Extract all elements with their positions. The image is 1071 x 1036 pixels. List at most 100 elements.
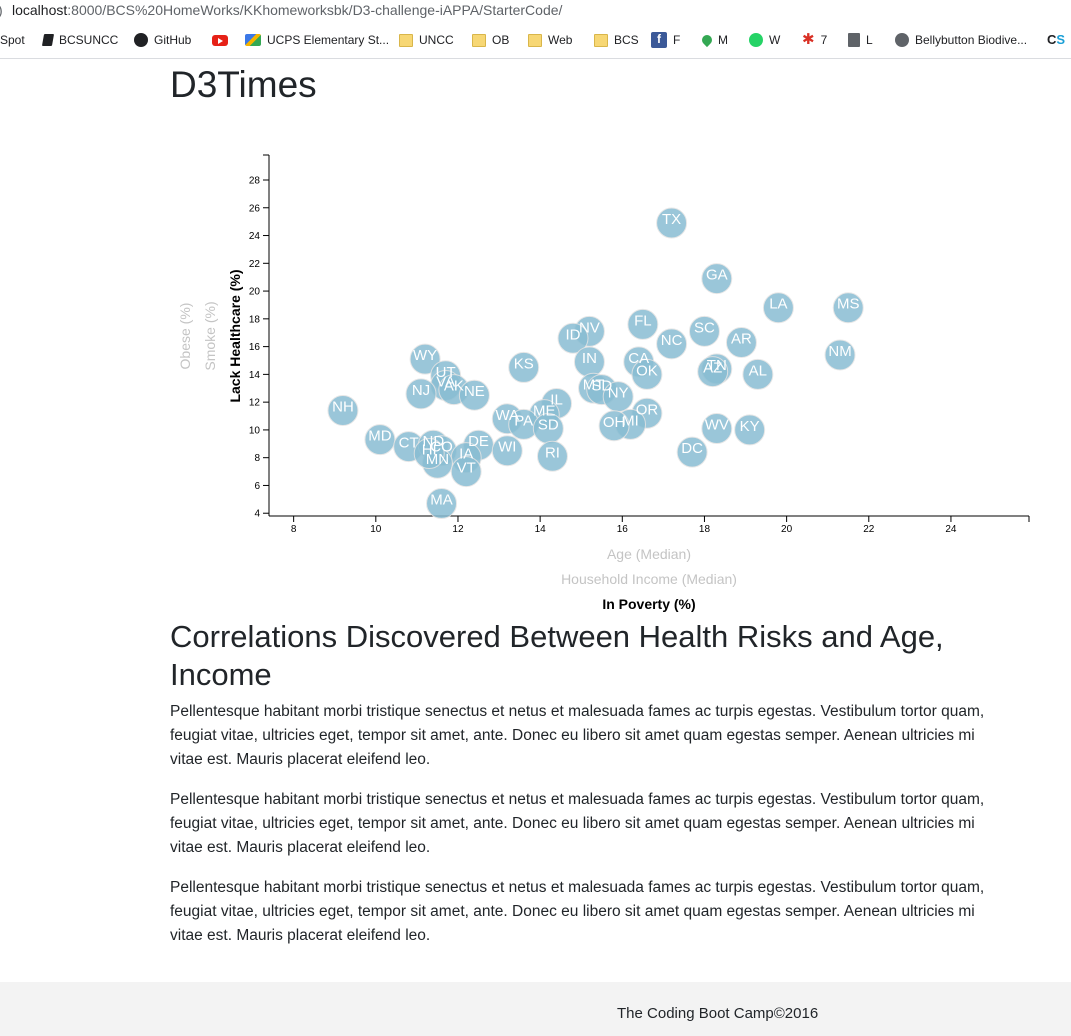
bookmark-ob[interactable]: OB bbox=[472, 32, 509, 48]
state-point[interactable] bbox=[824, 339, 856, 371]
state-point[interactable] bbox=[627, 308, 659, 340]
state-abbr-label: MD bbox=[368, 428, 391, 445]
state-point[interactable] bbox=[536, 440, 568, 472]
state-point[interactable] bbox=[725, 326, 757, 358]
x-tick-label: 20 bbox=[781, 524, 793, 535]
maps-icon bbox=[699, 32, 715, 48]
bookmark-youtube[interactable] bbox=[212, 32, 228, 48]
y-tick-label: 20 bbox=[249, 287, 261, 298]
state-point[interactable] bbox=[676, 436, 708, 468]
bookmark-spot[interactable]: Spot bbox=[0, 32, 25, 48]
bookmark-maps[interactable]: M bbox=[699, 32, 728, 48]
state-point[interactable] bbox=[557, 322, 589, 354]
state-point[interactable] bbox=[697, 356, 729, 388]
state-point[interactable] bbox=[491, 435, 523, 467]
x-tick-label: 14 bbox=[535, 524, 547, 535]
state-point[interactable] bbox=[762, 292, 794, 324]
state-point[interactable] bbox=[701, 263, 733, 295]
bookmark-whatsapp[interactable]: W bbox=[749, 32, 780, 48]
address-bar[interactable]: ) localhost:8000/BCS%20HomeWorks/KKhomew… bbox=[0, 0, 1071, 22]
bookmark-label: W bbox=[769, 33, 781, 47]
scatter-chart: 8 10 12 14 16 18 20 22 24 4 6 8 10 12 14 16 18 20 22 24 26 28… bbox=[177, 154, 1030, 612]
state-point[interactable] bbox=[409, 343, 441, 375]
state-point[interactable] bbox=[413, 438, 445, 470]
state-abbr-label: IN bbox=[582, 350, 597, 367]
state-point[interactable] bbox=[426, 488, 458, 520]
y-axis-label[interactable]: Obese (%) bbox=[177, 303, 193, 370]
state-point[interactable] bbox=[742, 358, 774, 390]
state-abbr-label: CA bbox=[628, 350, 649, 367]
state-abbr-label: OR bbox=[636, 401, 659, 418]
state-abbr-label: MS bbox=[837, 296, 860, 313]
bookmark-ucps[interactable]: UCPS Elementary St... bbox=[245, 32, 389, 48]
info-icon[interactable]: ) bbox=[0, 0, 3, 20]
bookmark-label: M bbox=[718, 33, 728, 47]
star-icon: ✱ bbox=[802, 31, 815, 48]
bookmark-uncc[interactable]: UNCC bbox=[399, 32, 454, 48]
state-point[interactable] bbox=[832, 292, 864, 324]
y-tick-label: 6 bbox=[254, 481, 260, 492]
state-abbr-label: MN bbox=[426, 451, 449, 468]
state-point[interactable] bbox=[508, 351, 540, 383]
state-point[interactable] bbox=[734, 414, 766, 446]
state-point[interactable] bbox=[450, 456, 482, 488]
state-abbr-label: AR bbox=[731, 330, 752, 347]
state-abbr-label: WI bbox=[498, 439, 516, 456]
state-abbr-label: NY bbox=[608, 385, 629, 402]
state-abbr-label: VT bbox=[457, 460, 476, 477]
bookmark-bcs[interactable]: BCS bbox=[594, 32, 639, 48]
state-point[interactable] bbox=[598, 410, 630, 442]
state-abbr-label: KY bbox=[740, 418, 760, 435]
y-axis-label[interactable]: Smoke (%) bbox=[202, 301, 218, 370]
bookmark-bellybutton[interactable]: Bellybutton Biodive... bbox=[895, 32, 1027, 48]
x-axis-label[interactable]: Age (Median) bbox=[607, 546, 691, 562]
state-point[interactable] bbox=[656, 328, 688, 360]
bookmark-bcsuncc[interactable]: BCSUNCC bbox=[41, 32, 119, 48]
bookmark-label: BCS bbox=[614, 33, 639, 47]
state-abbr-label: VA bbox=[436, 373, 455, 390]
x-axis-label[interactable]: Household Income (Median) bbox=[561, 571, 737, 587]
y-tick-label: 16 bbox=[249, 342, 261, 353]
bookmarks-bar: Spot BCSUNCC GitHub UCPS Elementary St..… bbox=[0, 22, 1071, 59]
state-abbr-label: IA bbox=[459, 446, 473, 463]
state-abbr-label: CT bbox=[399, 435, 419, 452]
state-abbr-label: AZ bbox=[703, 360, 722, 377]
state-point[interactable] bbox=[327, 394, 359, 426]
bookmark-label: UNCC bbox=[419, 33, 454, 47]
article-paragraph: Pellentesque habitant morbi tristique se… bbox=[170, 879, 985, 944]
bookmark-label: OB bbox=[492, 33, 510, 47]
bookmark-label: GitHub bbox=[154, 33, 192, 47]
bookmark-l[interactable]: L bbox=[848, 32, 873, 48]
url-host: localhost bbox=[12, 2, 68, 18]
state-point[interactable] bbox=[458, 379, 490, 411]
bookmark-label: BCSUNCC bbox=[59, 33, 119, 47]
state-abbr-label: SD bbox=[591, 378, 612, 395]
bookmark-github[interactable]: GitHub bbox=[134, 32, 191, 48]
state-abbr-label: NV bbox=[579, 319, 600, 336]
bookmark-7[interactable]: ✱ 7 bbox=[802, 32, 827, 48]
state-abbr-label: SD bbox=[538, 417, 559, 434]
state-point[interactable] bbox=[631, 358, 663, 390]
x-tick-label: 16 bbox=[617, 524, 629, 535]
y-axis-label[interactable]: Lack Healthcare (%) bbox=[227, 269, 243, 402]
state-abbr-label: ME bbox=[533, 403, 556, 420]
url-text[interactable]: localhost:8000/BCS%20HomeWorks/KKhomewor… bbox=[12, 0, 562, 20]
bookmark-cs[interactable]: CS bbox=[1047, 32, 1065, 48]
y-tick-label: 14 bbox=[249, 370, 261, 381]
x-tick-label: 22 bbox=[863, 524, 875, 535]
building-icon bbox=[848, 33, 860, 47]
state-point[interactable] bbox=[656, 207, 688, 239]
state-abbr-label: AK bbox=[444, 378, 464, 395]
x-axis-label[interactable]: In Poverty (%) bbox=[602, 596, 695, 612]
folder-icon bbox=[472, 33, 486, 47]
state-abbr-label: HI bbox=[422, 442, 437, 459]
bookmark-web[interactable]: Web bbox=[528, 32, 572, 48]
state-abbr-label: NM bbox=[828, 343, 851, 360]
footer-text: The Coding Boot Camp©2016 bbox=[617, 1005, 819, 1022]
state-point[interactable] bbox=[701, 413, 733, 445]
state-point[interactable] bbox=[688, 315, 720, 347]
state-point[interactable] bbox=[405, 378, 437, 410]
state-abbr-label: RI bbox=[545, 444, 560, 461]
x-tick-label: 12 bbox=[452, 524, 464, 535]
